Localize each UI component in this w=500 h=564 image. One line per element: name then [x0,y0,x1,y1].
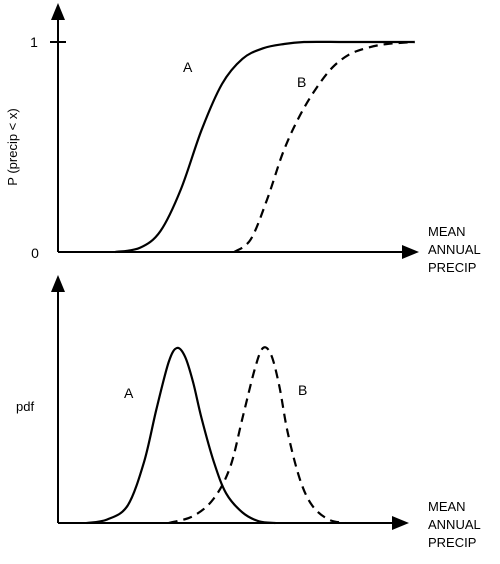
pdf-x-axis-label-line-1: MEAN [428,499,466,514]
cdf-y-axis-label: P (precip < x) [5,108,20,185]
cdf-ytick-0: 0 [31,245,39,261]
cdf-series-a-label: A [183,59,193,75]
cdf-curve-b [233,40,415,253]
pdf-curve-b [168,346,346,525]
pdf-series-a-label: A [124,385,134,401]
cdf-x-axis-label-line-2: ANNUAL [428,242,481,257]
cdf-x-axis-arrow-icon [402,245,419,259]
cdf-x-axis-label-line-3: PRECIP [428,260,476,275]
cdf-curve-a [115,40,415,254]
pdf-x-axis-label: MEAN ANNUAL PRECIP [428,499,481,550]
cdf-y-axis-arrow-icon [51,3,65,20]
pdf-curve-a [86,346,276,525]
cdf-x-axis-label: MEAN ANNUAL PRECIP [428,224,481,275]
cdf-ytick-1: 1 [30,34,38,50]
cdf-series-b-label: B [297,74,306,90]
pdf-y-axis-arrow-icon [51,275,65,292]
cdf-x-axis-label-line-1: MEAN [428,224,466,239]
pdf-y-axis-label: pdf [16,399,34,414]
cdf-panel: 1 0 P (precip < x) MEAN ANNUAL PRECIP A … [5,3,481,275]
pdf-series-b-label: B [298,382,307,398]
pdf-x-axis-label-line-3: PRECIP [428,535,476,550]
pdf-panel: pdf MEAN ANNUAL PRECIP A B [16,275,481,550]
pdf-x-axis-label-line-2: ANNUAL [428,517,481,532]
pdf-x-axis-arrow-icon [392,516,409,530]
